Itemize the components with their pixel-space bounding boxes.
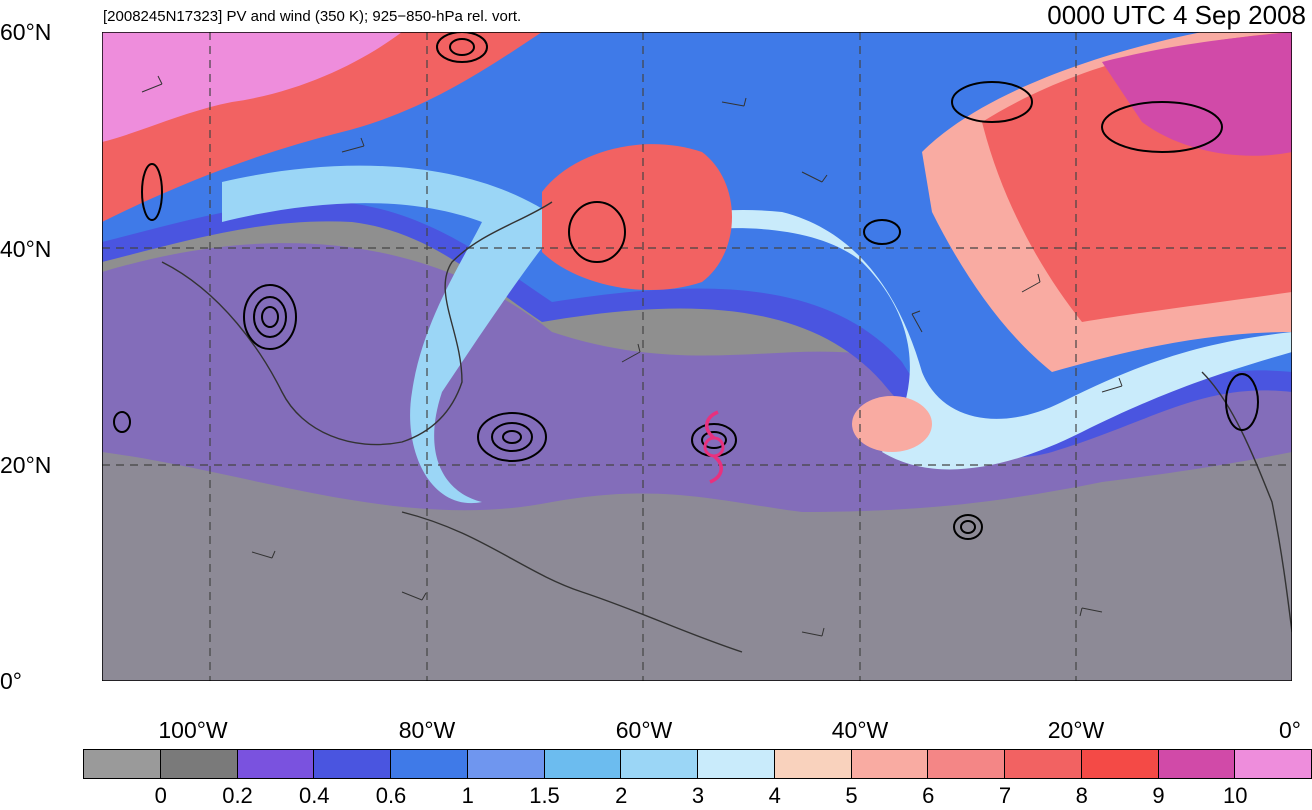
colorbar-label: 7: [998, 783, 1012, 808]
colorbar-box: [1004, 749, 1082, 779]
tropical-storm-icon: [703, 410, 725, 484]
lon-label-20w: 20°W: [1047, 717, 1105, 743]
vorticity-contours: [113, 32, 1259, 540]
map-subtitle: [2008245N17323] PV and wind (350 K); 925…: [103, 8, 522, 25]
colorbar-box: [83, 749, 161, 779]
pv-low-tropics: [102, 452, 1292, 681]
lat-label-0: 0°: [0, 668, 22, 694]
colorbar-box: [236, 749, 315, 779]
colorbar-label: 9: [1152, 783, 1165, 808]
colorbar-label: 5: [845, 783, 858, 808]
colorbar-box: [159, 749, 238, 779]
pv-band-lightblue-trough: [222, 165, 562, 504]
colorbar-label: 6: [922, 783, 935, 808]
colorbar-label: 8: [1075, 783, 1088, 808]
colorbar-label: 0.4: [298, 783, 330, 808]
colorbar-box: [773, 749, 852, 779]
colorbar-label: 4: [768, 783, 781, 808]
coastline-north-america: [161, 201, 553, 446]
lon-label-0: 0°: [1279, 717, 1301, 743]
wind-barbs: [141, 75, 1123, 637]
lat-label-20n: 20°N: [0, 452, 52, 478]
map-valid-time: 0000 UTC 4 Sep 2008: [1047, 0, 1306, 30]
colorbar-box: [697, 749, 775, 779]
colorbar-box: [1157, 749, 1236, 779]
lat-label-60n: 60°N: [0, 19, 52, 45]
colorbar-label: 10: [1223, 783, 1248, 808]
map-panel: [94, 31, 1293, 682]
lon-label-80w: 80°W: [398, 717, 456, 743]
colorbar-box: [850, 749, 929, 779]
colorbar-label: 0.6: [375, 783, 407, 808]
colorbar-box: [927, 749, 1005, 779]
pv-colorbar: [83, 749, 1312, 779]
lon-label-60w: 60°W: [615, 717, 673, 743]
lon-label-40w: 40°W: [831, 717, 889, 743]
colorbar-box: [1234, 749, 1312, 779]
lat-label-40n: 40°N: [0, 236, 52, 262]
colorbar-label: 0: [154, 783, 167, 808]
colorbar-box: [390, 749, 468, 779]
colorbar-label: 0.2: [222, 783, 253, 808]
colorbar-box: [1080, 749, 1159, 779]
pv-highest-east: [1102, 32, 1292, 156]
graticule: [102, 32, 1292, 681]
coastline-caribbean: [401, 511, 743, 653]
pv-highest-northwest: [102, 32, 402, 142]
colorbar-label: 2: [615, 783, 628, 808]
colorbar-box: [620, 749, 698, 779]
colorbar-label: 1: [461, 783, 474, 808]
pv-anomaly-subtropical: [852, 396, 932, 452]
pv-map-svg: [94, 31, 1293, 682]
colorbar-box: [313, 749, 391, 779]
colorbar-label: 1.5: [529, 783, 560, 808]
colorbar-label: 3: [691, 783, 705, 808]
pv-cutoff-low: [542, 144, 732, 291]
lon-label-100w: 100°W: [158, 717, 228, 743]
colorbar-box: [543, 749, 622, 779]
colorbar-box: [466, 749, 545, 779]
pv-band-lightest: [562, 210, 1292, 470]
